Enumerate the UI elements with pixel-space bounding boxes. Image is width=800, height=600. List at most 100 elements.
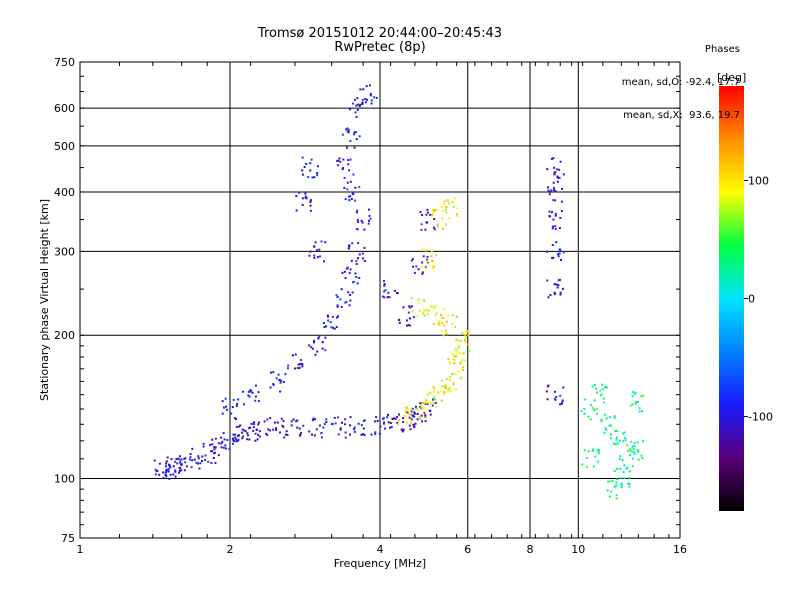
data-point xyxy=(602,388,605,391)
data-point xyxy=(349,139,352,142)
data-point xyxy=(224,444,227,447)
data-point xyxy=(454,388,457,391)
data-point xyxy=(556,180,559,183)
data-point xyxy=(556,175,559,178)
data-point xyxy=(301,363,304,366)
data-point xyxy=(451,201,454,204)
data-point xyxy=(559,293,562,296)
data-point xyxy=(415,315,418,318)
data-point xyxy=(603,431,606,434)
data-point xyxy=(336,304,339,307)
data-point xyxy=(455,355,458,358)
data-point xyxy=(554,397,557,400)
data-point xyxy=(609,424,612,427)
data-point xyxy=(616,442,619,445)
data-point xyxy=(166,468,169,471)
data-point xyxy=(316,172,319,175)
data-point xyxy=(628,483,631,486)
data-point xyxy=(165,460,168,463)
data-point xyxy=(455,352,458,355)
data-point xyxy=(349,268,352,271)
data-point xyxy=(209,444,212,447)
data-point xyxy=(165,462,168,465)
data-point xyxy=(410,305,413,308)
data-point xyxy=(368,208,371,211)
data-point xyxy=(225,405,228,408)
data-point xyxy=(315,428,318,431)
data-point xyxy=(324,241,327,244)
data-point xyxy=(435,406,438,409)
x-axis-label: Frequency [MHz] xyxy=(334,557,426,570)
data-point xyxy=(318,248,321,251)
y-tick-label: 75 xyxy=(61,532,75,545)
data-point xyxy=(458,352,461,355)
data-point xyxy=(553,283,556,286)
data-point xyxy=(553,189,556,192)
data-point xyxy=(441,322,444,325)
data-point xyxy=(433,210,436,213)
data-point xyxy=(633,392,636,395)
data-point xyxy=(405,319,408,322)
data-point xyxy=(398,321,401,324)
data-point xyxy=(608,480,611,483)
data-point xyxy=(178,469,181,472)
data-point xyxy=(622,471,625,474)
data-point xyxy=(641,440,644,443)
data-point xyxy=(213,452,216,455)
data-point xyxy=(207,460,210,463)
data-point xyxy=(339,160,342,163)
data-point xyxy=(546,398,549,401)
data-point xyxy=(282,381,285,384)
data-point xyxy=(615,497,618,500)
data-point xyxy=(254,399,257,402)
data-point xyxy=(361,257,364,260)
data-point xyxy=(360,219,363,222)
data-point xyxy=(555,283,558,286)
data-point xyxy=(349,158,352,161)
data-point xyxy=(242,403,245,406)
data-point xyxy=(343,176,346,179)
data-point xyxy=(601,383,604,386)
data-point xyxy=(318,424,321,427)
data-point xyxy=(432,386,435,389)
data-point xyxy=(608,416,611,419)
data-point xyxy=(356,209,359,212)
data-point xyxy=(272,384,275,387)
data-point xyxy=(197,457,200,460)
data-point xyxy=(583,449,586,452)
data-point xyxy=(332,326,335,329)
data-point xyxy=(193,458,196,461)
data-point xyxy=(583,408,586,411)
data-point xyxy=(349,416,352,419)
data-point xyxy=(162,471,165,474)
data-point xyxy=(367,222,370,225)
data-point xyxy=(236,402,239,405)
data-point xyxy=(425,400,428,403)
data-point xyxy=(179,461,182,464)
data-point xyxy=(431,404,434,407)
data-point xyxy=(356,218,359,221)
data-point xyxy=(438,320,441,323)
data-point xyxy=(426,208,429,211)
data-point xyxy=(183,469,186,472)
data-point xyxy=(616,478,619,481)
data-point xyxy=(422,312,425,315)
data-point xyxy=(441,227,444,230)
data-point xyxy=(423,406,426,409)
data-point xyxy=(458,339,461,342)
data-point xyxy=(365,98,368,101)
data-point xyxy=(232,398,235,401)
data-point xyxy=(554,225,557,228)
data-point xyxy=(301,365,304,368)
data-point xyxy=(599,394,602,397)
data-point xyxy=(165,469,168,472)
data-point xyxy=(426,393,429,396)
data-point xyxy=(356,282,359,285)
data-point xyxy=(213,446,216,449)
data-point xyxy=(602,397,605,400)
data-point xyxy=(561,187,564,190)
data-point xyxy=(210,462,213,465)
data-point xyxy=(317,337,320,340)
data-point xyxy=(435,253,438,256)
colorbar-tick-label: 100 xyxy=(748,174,769,187)
